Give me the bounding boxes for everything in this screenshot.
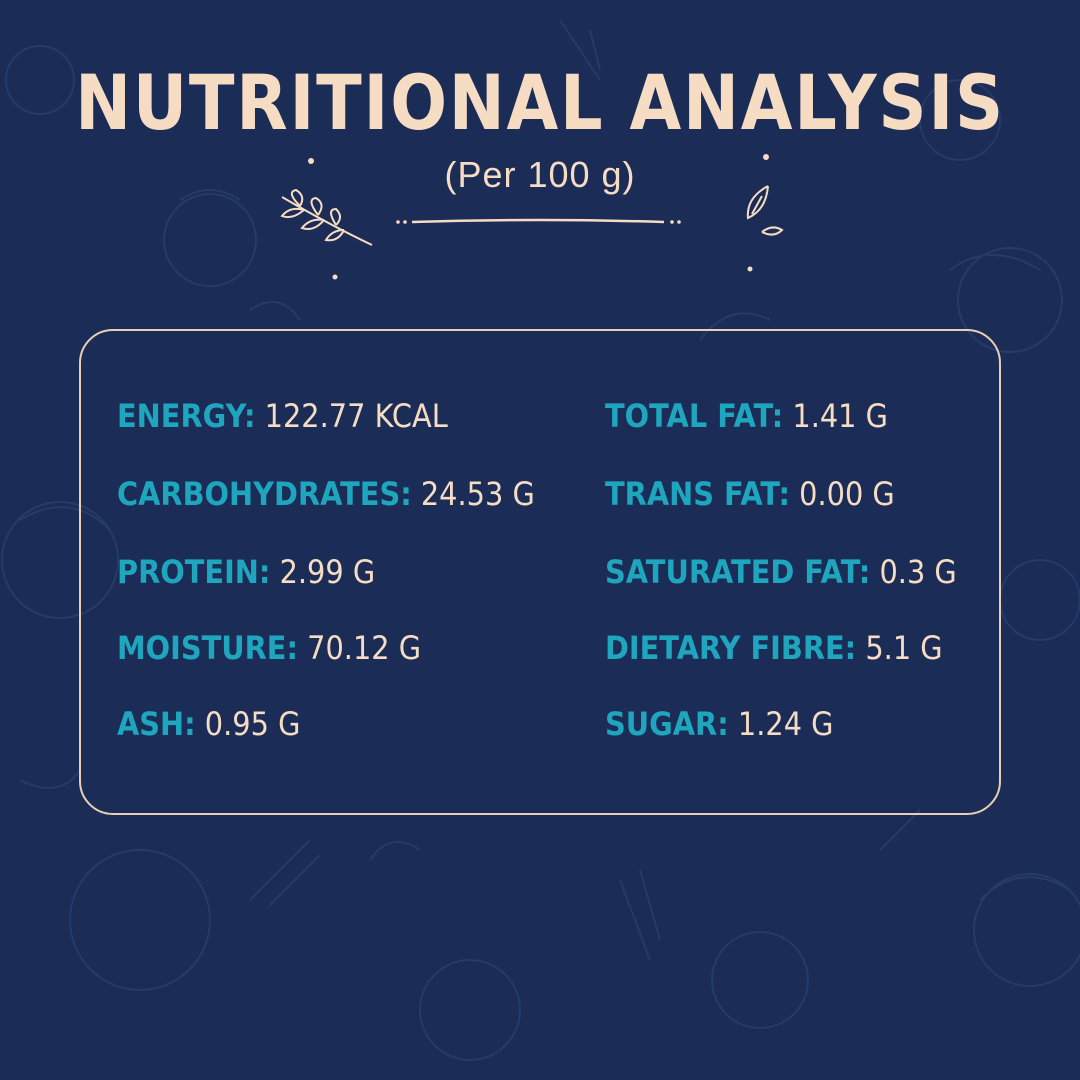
nutrient-value: 0.3 G: [879, 553, 957, 591]
nutrient-value: 1.41 G: [792, 397, 888, 435]
nutrient-label: DIETARY FIBRE:: [605, 629, 857, 667]
nutrient-row-moisture: MOISTURE: 70.12 G: [117, 629, 421, 667]
nutrient-label: TOTAL FAT:: [605, 397, 784, 435]
nutrient-row-protein: PROTEIN: 2.99 G: [117, 553, 375, 591]
nutrient-label: CARBOHYDRATES:: [117, 475, 412, 513]
nutrient-label: ASH:: [117, 705, 196, 743]
nutrient-label: SUGAR:: [605, 705, 729, 743]
nutrient-value: 2.99 G: [279, 553, 376, 591]
nutrient-row-energy: ENERGY: 122.77 KCAL: [117, 397, 448, 435]
nutrient-value: 0.95 G: [204, 705, 301, 743]
nutrition-card: [79, 329, 1001, 815]
nutrient-value: 70.12 G: [307, 629, 422, 667]
nutrient-row-dietary-fibre: DIETARY FIBRE: 5.1 G: [605, 629, 943, 667]
nutrient-value: 122.77 KCAL: [264, 397, 448, 435]
nutrient-value: 5.1 G: [865, 629, 943, 667]
nutrient-label: PROTEIN:: [117, 553, 271, 591]
nutrient-value: 0.00 G: [799, 475, 895, 513]
nutrient-label: SATURATED FAT:: [605, 553, 871, 591]
nutrient-label: MOISTURE:: [117, 629, 298, 667]
nutrient-value: 1.24 G: [737, 705, 834, 743]
nutrient-row-trans-fat: TRANS FAT: 0.00 G: [605, 475, 895, 513]
page-subtitle: (Per 100 g): [444, 154, 636, 195]
nutrient-row-saturated-fat: SATURATED FAT: 0.3 G: [605, 553, 957, 591]
nutrient-row-ash: ASH: 0.95 G: [117, 705, 300, 743]
nutrient-label: ENERGY:: [117, 397, 256, 435]
nutrient-row-carbohydrates: CARBOHYDRATES: 24.53 G: [117, 475, 535, 513]
nutrient-label: TRANS FAT:: [605, 475, 790, 513]
nutrient-row-total-fat: TOTAL FAT: 1.41 G: [605, 397, 888, 435]
nutrient-row-sugar: SUGAR: 1.24 G: [605, 705, 834, 743]
page-title: NUTRITIONAL ANALYSIS: [75, 58, 1005, 147]
nutrient-value: 24.53 G: [420, 475, 535, 513]
